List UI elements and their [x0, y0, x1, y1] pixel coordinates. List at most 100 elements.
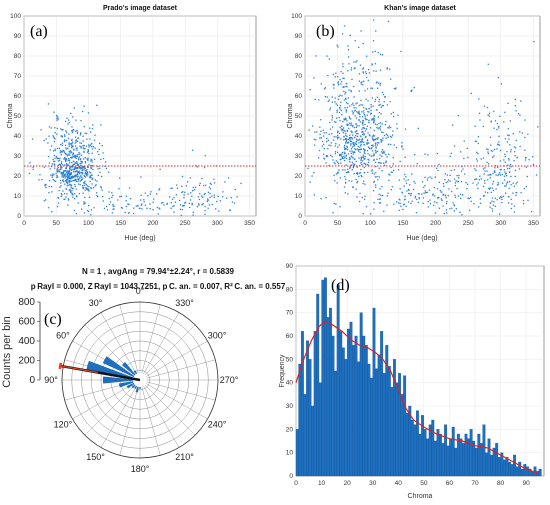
data-point [74, 166, 76, 168]
data-point [347, 193, 349, 195]
data-point [500, 168, 502, 171]
data-point [492, 183, 494, 185]
data-point [451, 207, 453, 209]
data-point [202, 196, 204, 198]
data-point [307, 167, 309, 170]
data-point [349, 105, 351, 107]
data-point [99, 171, 101, 173]
data-point [330, 144, 332, 147]
data-point [508, 167, 511, 170]
data-point [492, 180, 495, 183]
data-point [345, 98, 347, 100]
data-point [204, 155, 206, 157]
data-point [100, 187, 102, 189]
data-point [398, 198, 400, 200]
data-point [73, 128, 75, 131]
data-point [508, 187, 510, 190]
data-point [58, 169, 60, 171]
data-point [53, 174, 55, 176]
data-point [347, 45, 349, 47]
data-point [388, 153, 390, 155]
data-point [533, 40, 535, 43]
data-point [361, 104, 364, 106]
data-point [372, 40, 375, 42]
data-point [367, 146, 370, 148]
data-point [351, 132, 353, 134]
data-point [380, 151, 383, 153]
data-point [397, 114, 399, 116]
data-point [201, 177, 203, 180]
y-tick-label: 80 [295, 53, 303, 60]
data-point [344, 130, 346, 132]
data-point [72, 175, 74, 178]
data-point [68, 157, 70, 160]
data-point [383, 150, 385, 152]
data-point [28, 172, 31, 175]
x-tick-label: 250 [180, 220, 191, 227]
data-point [82, 187, 84, 190]
data-point [171, 187, 173, 189]
data-point [84, 132, 86, 134]
data-point [80, 171, 82, 174]
data-point [395, 146, 398, 149]
data-point [59, 186, 61, 188]
data-point [356, 130, 358, 132]
data-point [60, 128, 62, 130]
data-point [373, 180, 376, 183]
data-point [497, 174, 499, 177]
data-point [383, 152, 385, 154]
data-point [370, 213, 372, 215]
data-point [372, 140, 375, 142]
data-point [83, 174, 85, 177]
data-point [341, 95, 343, 97]
data-point [403, 185, 405, 187]
data-point [224, 181, 226, 183]
data-point [156, 206, 158, 209]
data-point [354, 158, 356, 160]
data-point [143, 201, 145, 203]
data-point [492, 172, 494, 175]
data-point [407, 179, 409, 181]
data-point [45, 186, 47, 189]
data-point [335, 136, 337, 138]
data-point [71, 138, 73, 141]
data-point [365, 71, 367, 73]
data-point [64, 164, 66, 166]
data-point [525, 185, 527, 188]
data-point [515, 183, 517, 185]
data-point [66, 155, 68, 157]
y-tick-label: 10 [14, 193, 22, 200]
data-point [84, 202, 86, 204]
data-point [98, 142, 101, 145]
data-point [70, 173, 72, 175]
data-point [486, 106, 489, 109]
data-point [323, 132, 325, 134]
data-point [354, 115, 356, 117]
data-point [494, 165, 497, 167]
data-point [381, 104, 384, 107]
data-point [60, 150, 62, 153]
data-point [339, 177, 342, 179]
data-point [508, 134, 510, 137]
data-point [350, 152, 352, 155]
data-point [56, 117, 58, 120]
data-point [358, 139, 360, 141]
data-point [65, 131, 68, 133]
data-point [56, 133, 58, 135]
data-point [128, 212, 130, 214]
data-point [499, 172, 501, 174]
data-point [472, 182, 474, 184]
data-point [67, 171, 69, 173]
data-point [506, 174, 508, 177]
data-point [339, 105, 342, 107]
data-point [81, 173, 83, 175]
data-point [365, 128, 367, 130]
data-point [61, 129, 63, 131]
data-point [48, 126, 51, 128]
data-point [427, 154, 429, 156]
data-point [378, 111, 380, 114]
data-point [407, 188, 410, 191]
histogram-bar [303, 394, 307, 477]
data-point [57, 160, 59, 162]
